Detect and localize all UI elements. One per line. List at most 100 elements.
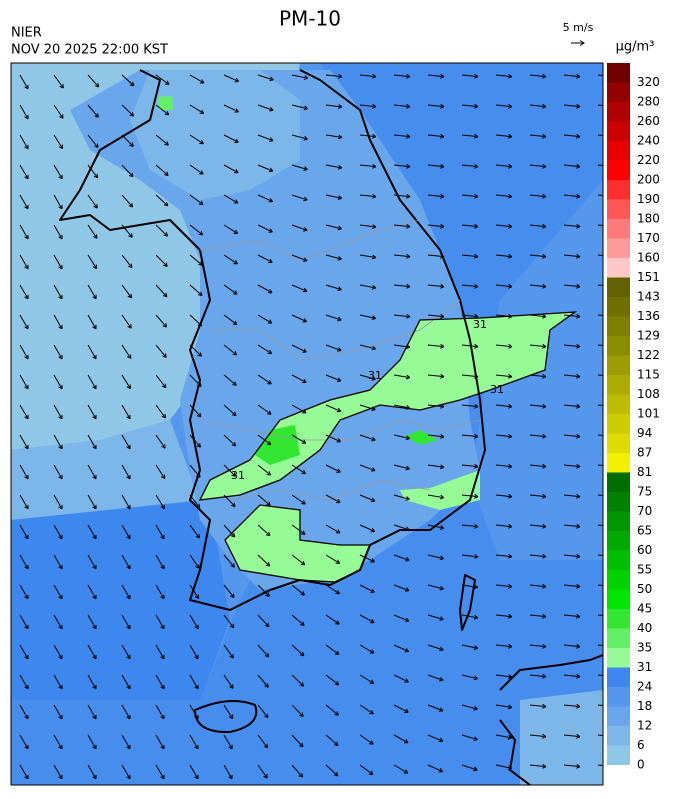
colorbar-label: 65 (637, 524, 652, 538)
colorbar-segment (607, 122, 630, 142)
colorbar-segment (607, 258, 630, 278)
timestamp: NOV 20 2025 22:00 KST (11, 43, 168, 58)
colorbar-label: 122 (637, 348, 660, 362)
colorbar-segment (607, 609, 630, 629)
colorbar-label: 24 (637, 680, 652, 694)
wind-arrow-head (610, 767, 614, 769)
colorbar-label: 170 (637, 231, 660, 245)
colorbar-segment (607, 375, 630, 395)
colorbar-segment (607, 707, 630, 727)
colorbar-segment (607, 746, 630, 766)
wind-arrow-head (371, 471, 375, 472)
colorbar-segment (607, 668, 630, 688)
colorbar-label: 75 (637, 485, 652, 499)
colorbar-label: 143 (637, 290, 660, 304)
colorbar-label: 108 (637, 387, 660, 401)
colorbar-segment (607, 83, 630, 103)
wind-arrow-head (233, 354, 237, 355)
wind-arrow-head (371, 501, 375, 502)
colorbar-label: 320 (637, 75, 660, 89)
colorbar-label: 260 (637, 114, 660, 128)
wind-arrow-head (199, 234, 203, 235)
colorbar-segment (607, 629, 630, 649)
colorbar-segment (607, 434, 630, 454)
colorbar-segment (607, 551, 630, 571)
colorbar-segment (607, 297, 630, 317)
colorbar-segment (607, 63, 630, 83)
colorbar-label: 101 (637, 407, 660, 421)
colorbar-label: 240 (637, 134, 660, 148)
wind-arrow-head (303, 230, 307, 231)
colorbar-label: 190 (637, 192, 660, 206)
colorbar-segment (607, 141, 630, 161)
colorbar-label: 94 (637, 426, 652, 440)
colorbar-segment (607, 492, 630, 512)
wind-arrow-head (267, 444, 271, 445)
colorbar-label: 0 (637, 758, 645, 772)
wind-arrow-head (439, 711, 443, 712)
wind-arrow-head (269, 171, 273, 172)
wind-arrow-head (334, 714, 338, 715)
agency: NIER (11, 26, 42, 41)
wind-arrow-head (337, 350, 341, 351)
colorbar-segment (607, 453, 630, 473)
wind-arrow-head (232, 385, 236, 386)
colorbar-segment (607, 570, 630, 590)
colorbar-label: 129 (637, 329, 660, 343)
colorbar-segment (607, 473, 630, 493)
colorbar-label: 60 (637, 543, 652, 557)
colorbar-segment (607, 278, 630, 298)
colorbar-segment (607, 590, 630, 610)
wind-arrow-head (164, 144, 168, 145)
wind-arrow-head (165, 114, 169, 115)
colorbar-label: 18 (637, 699, 652, 713)
wind-arrow-head (405, 591, 409, 592)
colorbar-segment (607, 161, 630, 181)
colorbar-label: 200 (637, 173, 660, 187)
wind-arrow-head (335, 684, 339, 685)
colorbar-label: 87 (637, 446, 652, 460)
colorbar-label: 136 (637, 309, 660, 323)
colorbar-label: 45 (637, 602, 652, 616)
colorbar-segment (607, 395, 630, 415)
colorbar-segment (607, 317, 630, 337)
colorbar-label: 35 (637, 641, 652, 655)
colorbar-label: 180 (637, 212, 660, 226)
colorbar-label: 12 (637, 719, 652, 733)
colorbar-segment (607, 239, 630, 259)
wind-arrow-head (300, 594, 304, 595)
wind-arrow-head (198, 265, 202, 266)
colorbar-label: 151 (637, 270, 660, 284)
colorbar-segment (607, 687, 630, 707)
colorbar-label: 220 (637, 153, 660, 167)
colorbar-segment (607, 102, 630, 122)
colorbar-segment (607, 648, 630, 668)
colorbar-segment (607, 180, 630, 200)
contour-label: 31 (473, 318, 487, 331)
colorbar-segment (607, 219, 630, 239)
title: PM-10 (279, 7, 341, 31)
contour-label: 31 (490, 383, 504, 396)
wind-arrow-head (301, 564, 305, 565)
colorbar-label: 81 (637, 465, 652, 479)
colorbar-segment (607, 336, 630, 356)
colorbar-label: 280 (637, 95, 660, 109)
colorbar-segment (607, 512, 630, 532)
colorbar-label: 31 (637, 660, 652, 674)
unit: µg/m³ (616, 40, 655, 55)
wind-arrow-head (269, 141, 273, 142)
wind-arrow-head (439, 680, 443, 681)
colorbar-segment (607, 200, 630, 220)
colorbar-segment (607, 531, 630, 551)
wind-arrow-head (267, 474, 271, 475)
contour-label: 31 (231, 469, 245, 482)
colorbar-segment (607, 726, 630, 746)
wind-arrow-head (337, 381, 341, 382)
colorbar-label: 70 (637, 504, 652, 518)
wind-scale-arrow (571, 41, 584, 46)
colorbar-label: 115 (637, 368, 660, 382)
colorbar-label: 40 (637, 621, 652, 635)
colorbar-label: 50 (637, 582, 652, 596)
